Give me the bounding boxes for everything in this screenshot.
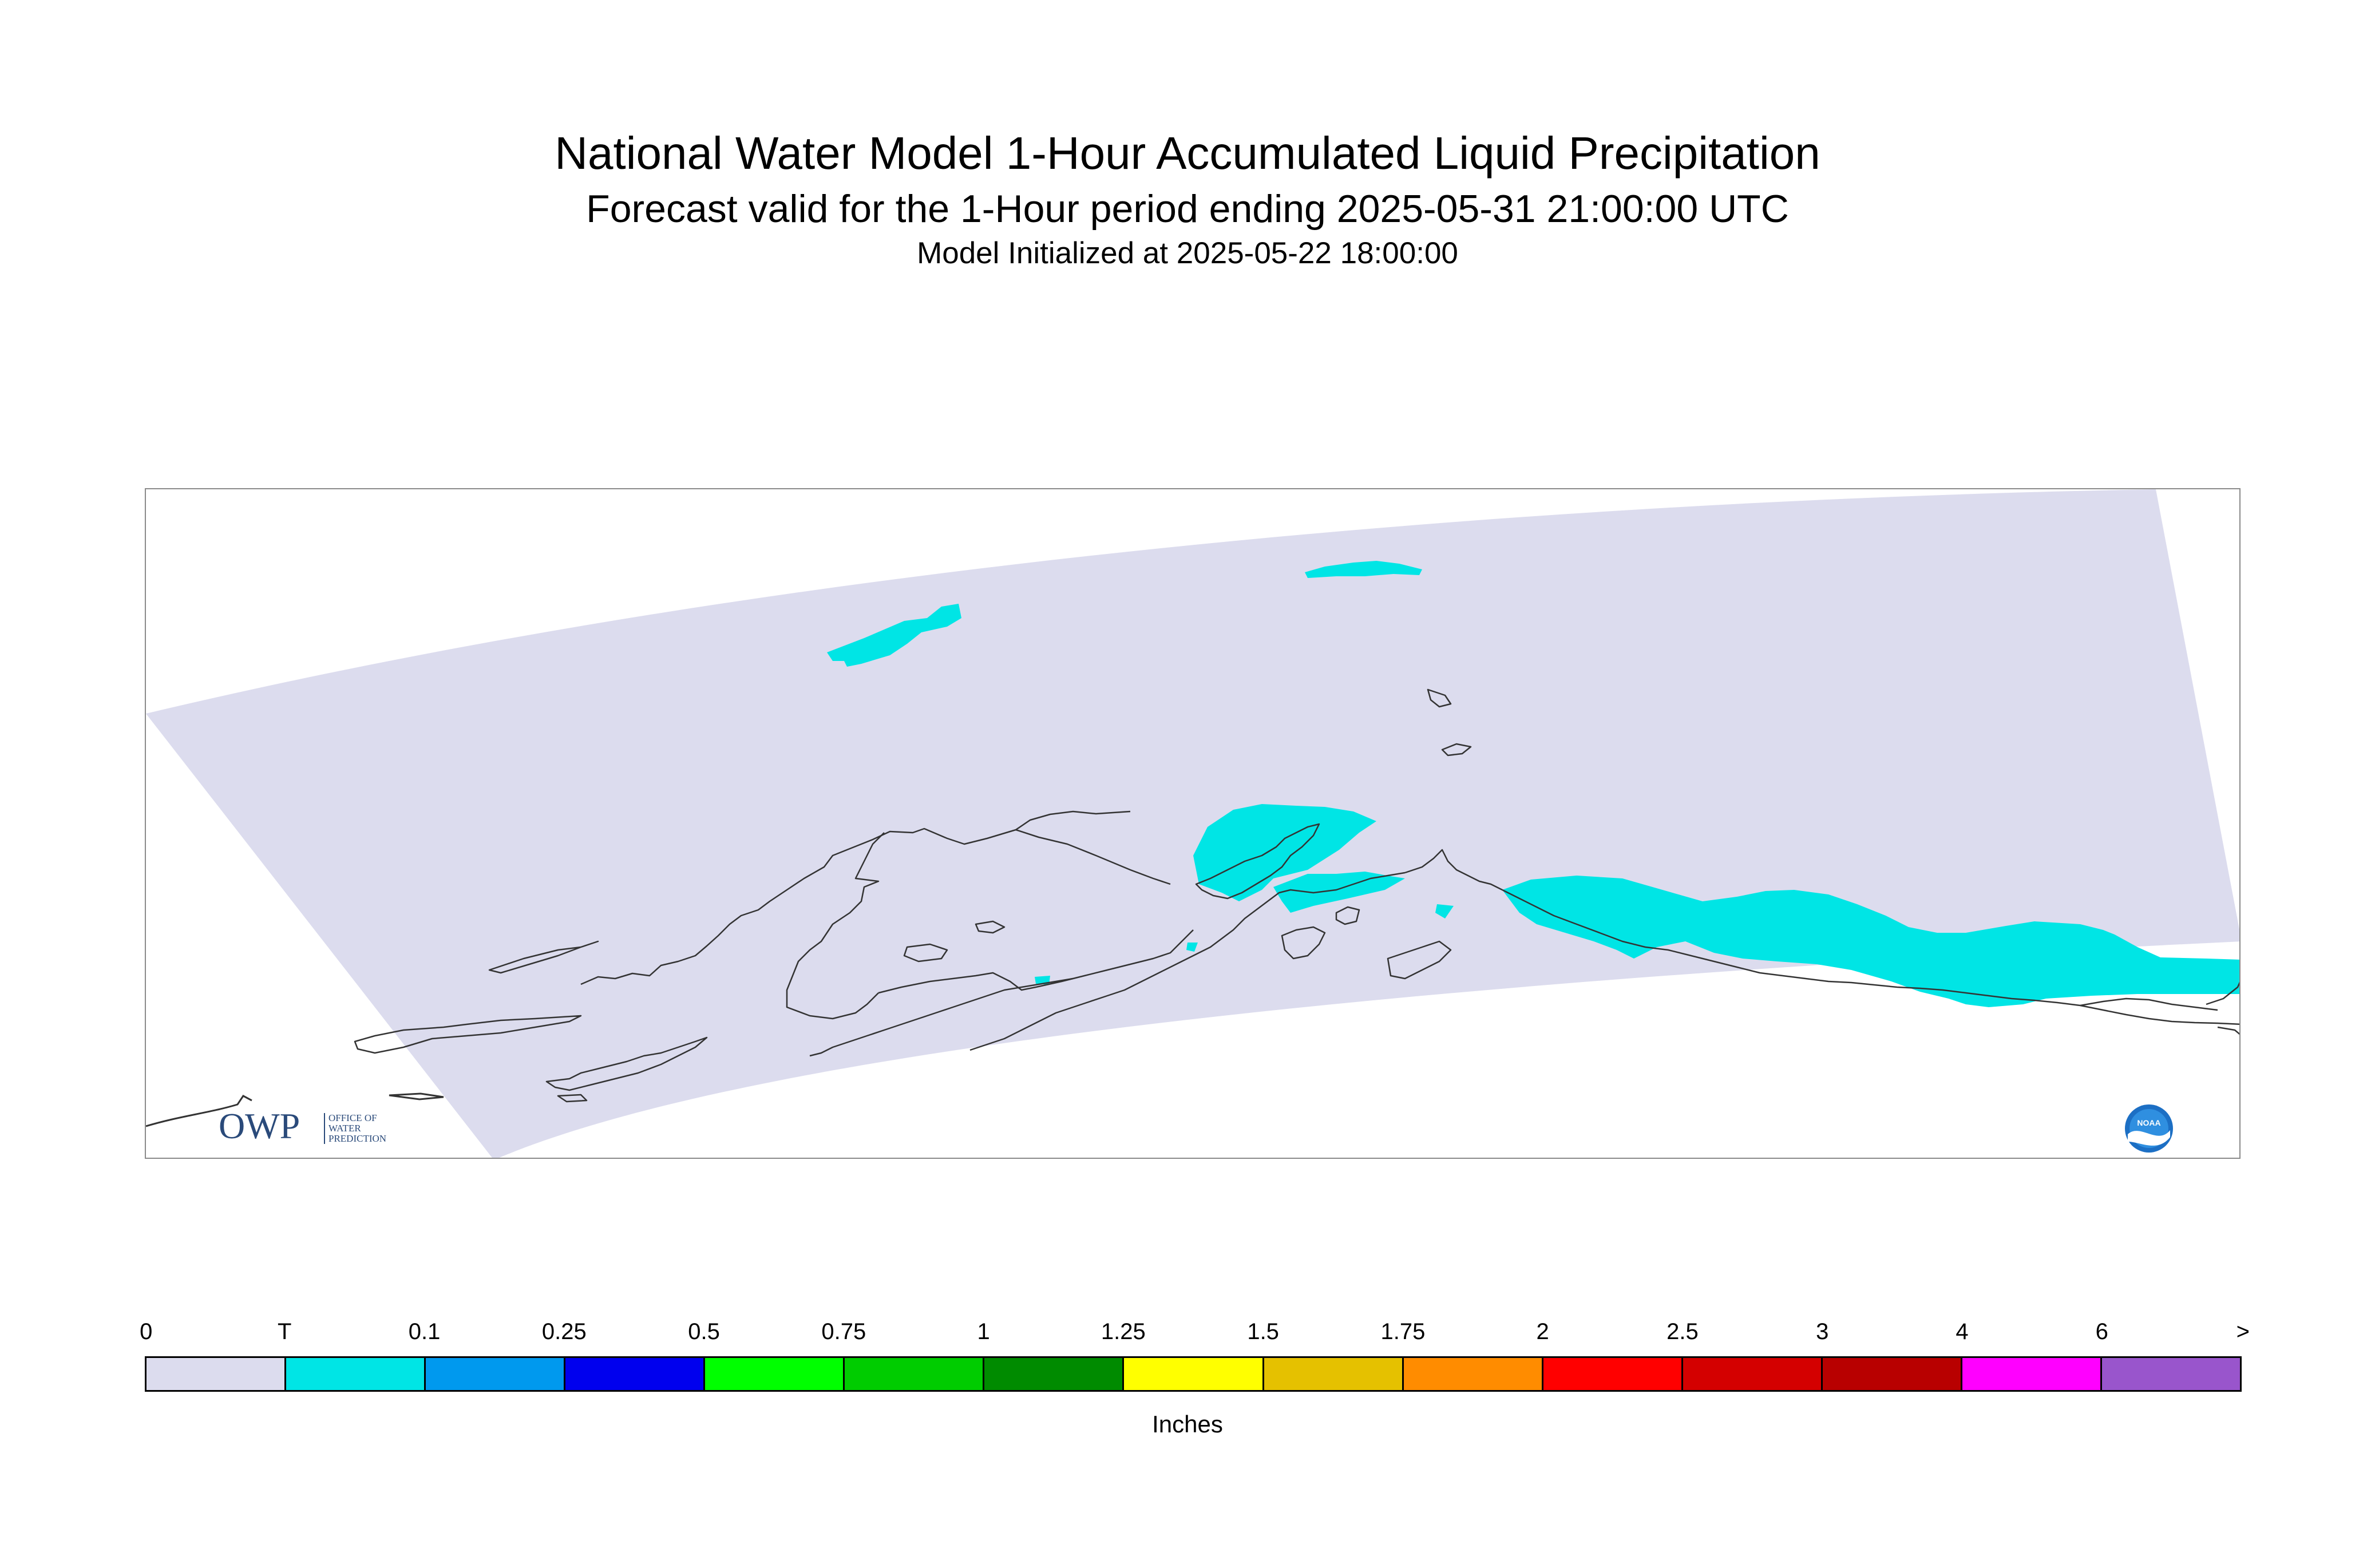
legend-tick-label: 0: [140, 1319, 153, 1344]
coastline-arctic-isle-a: [1427, 688, 1452, 708]
legend-units: Inches: [1152, 1411, 1223, 1438]
legend-swatch: [147, 1358, 287, 1390]
map-panel: OWP OFFICE OF WATER PREDICTION NOAA: [145, 488, 2241, 1159]
legend-tick-label: 2: [1536, 1319, 1549, 1344]
legend-tick-label: >: [2236, 1319, 2250, 1344]
legend-tick-label: 4: [1956, 1319, 1969, 1344]
coastline-kodiak-north: [1335, 906, 1360, 925]
precip-area-north: [827, 604, 961, 667]
map-title: National Water Model 1-Hour Accumulated …: [555, 128, 1820, 179]
legend-tick-label: 1.25: [1101, 1319, 1146, 1344]
coastline-chukotka-south: [545, 1036, 708, 1091]
legend-swatch: [1822, 1358, 1962, 1390]
precip-area-arctic: [1305, 561, 1422, 578]
legend-tick-label: T: [278, 1319, 292, 1344]
coastline-aleutian-chain: [809, 977, 1074, 1057]
precip-areas: [827, 561, 2239, 1007]
coastline-chukotka: [354, 1015, 582, 1054]
coastline-cook-inlet: [1195, 823, 1320, 900]
precip-area-kodiak-b: [1186, 943, 1198, 952]
owp-logo: OWP OFFICE OF WATER PREDICTION: [219, 1106, 402, 1151]
legend-swatch: [1962, 1358, 2102, 1390]
legend-tick-label: 3: [1816, 1319, 1829, 1344]
precip-legend: 0 T 0.1 0.25 0.5 0.75 1 1.25 1.5 1.75 2 2.5 3 4 6 >: [140, 1319, 2250, 1393]
legend-tick-label: 0.1: [408, 1319, 441, 1344]
precipitation-map: [146, 489, 2239, 1158]
coastline-outside-islet: [389, 1092, 444, 1100]
legend-tick-label: 0.25: [541, 1319, 587, 1344]
legend-swatch: [286, 1358, 426, 1390]
legend-tick-label: 1.75: [1380, 1319, 1426, 1344]
legend-swatch: [2101, 1358, 2240, 1390]
legend-swatch: [565, 1358, 706, 1390]
precip-area-kodiak-a: [1435, 904, 1454, 918]
coastline-st-lawrence: [488, 940, 599, 974]
coastline-east-islands: [2206, 981, 2239, 1005]
coastline-kenai: [1404, 849, 1503, 891]
legend-swatch: [705, 1358, 845, 1390]
legend-tick-label: 1.5: [1247, 1319, 1279, 1344]
legend-tick-label: 0.75: [821, 1319, 866, 1344]
coastline-gulf-of-alaska: [1502, 889, 2239, 1025]
coastline-nunivak: [903, 943, 948, 963]
owp-logo-mark: OWP OFFICE OF WATER PREDICTION: [219, 1106, 386, 1146]
coastline-st-matthew: [557, 1094, 588, 1103]
coastline-yakutat: [2080, 997, 2218, 1011]
legend-tick-label: 0.5: [688, 1319, 720, 1344]
legend-swatch: [1403, 1358, 1543, 1390]
owp-text-line2: WATER: [328, 1123, 361, 1134]
coastline-western-alaska: [580, 810, 1131, 985]
owp-text-line1: OFFICE OF: [328, 1112, 377, 1123]
coastline-kodiak: [1281, 926, 1326, 960]
coastline-nelson-island: [975, 920, 1006, 934]
precip-area-panhandle: [1502, 876, 2239, 1007]
coastline-shumagin: [1387, 940, 1452, 980]
coastline-alaska-peninsula: [969, 872, 1406, 1051]
precip-area-southcentral: [1193, 804, 1376, 901]
coastlines: [354, 688, 2239, 1103]
legend-color-bar: [145, 1356, 2242, 1392]
coastline-arctic-isle-b: [1441, 743, 1472, 757]
legend-swatch: [1124, 1358, 1264, 1390]
coastline-east-islands-2: [2217, 1026, 2239, 1035]
legend-swatch: [1543, 1358, 1683, 1390]
legend-swatch: [426, 1358, 566, 1390]
owp-text-line3: PREDICTION: [328, 1133, 386, 1144]
coastline-outside-west: [146, 1095, 252, 1127]
owp-letters: OWP: [219, 1108, 300, 1146]
legend-tick-label: 6: [2095, 1319, 2108, 1344]
noaa-logo: NOAA: [2123, 1103, 2175, 1157]
legend-tick-label: 1: [977, 1319, 990, 1344]
coastline-kotzebue: [1015, 829, 1171, 885]
legend-tick-label: 2.5: [1667, 1319, 1699, 1344]
model-init-subtitle: Model Initialized at 2025-05-22 18:00:00: [917, 236, 1458, 270]
legend-swatch: [1683, 1358, 1823, 1390]
coastline-yukon-delta: [786, 832, 885, 1020]
model-domain: [146, 489, 2239, 1158]
coastline-bristol-bay: [878, 929, 1194, 994]
noaa-logo-mark: NOAA: [2125, 1104, 2173, 1153]
legend-swatch: [1264, 1358, 1404, 1390]
legend-swatch: [845, 1358, 985, 1390]
precip-area-prince-william: [1273, 872, 1405, 913]
noaa-text: NOAA: [2137, 1118, 2160, 1127]
forecast-valid-subtitle: Forecast valid for the 1-Hour period end…: [586, 187, 1789, 231]
legend-swatch: [984, 1358, 1125, 1390]
